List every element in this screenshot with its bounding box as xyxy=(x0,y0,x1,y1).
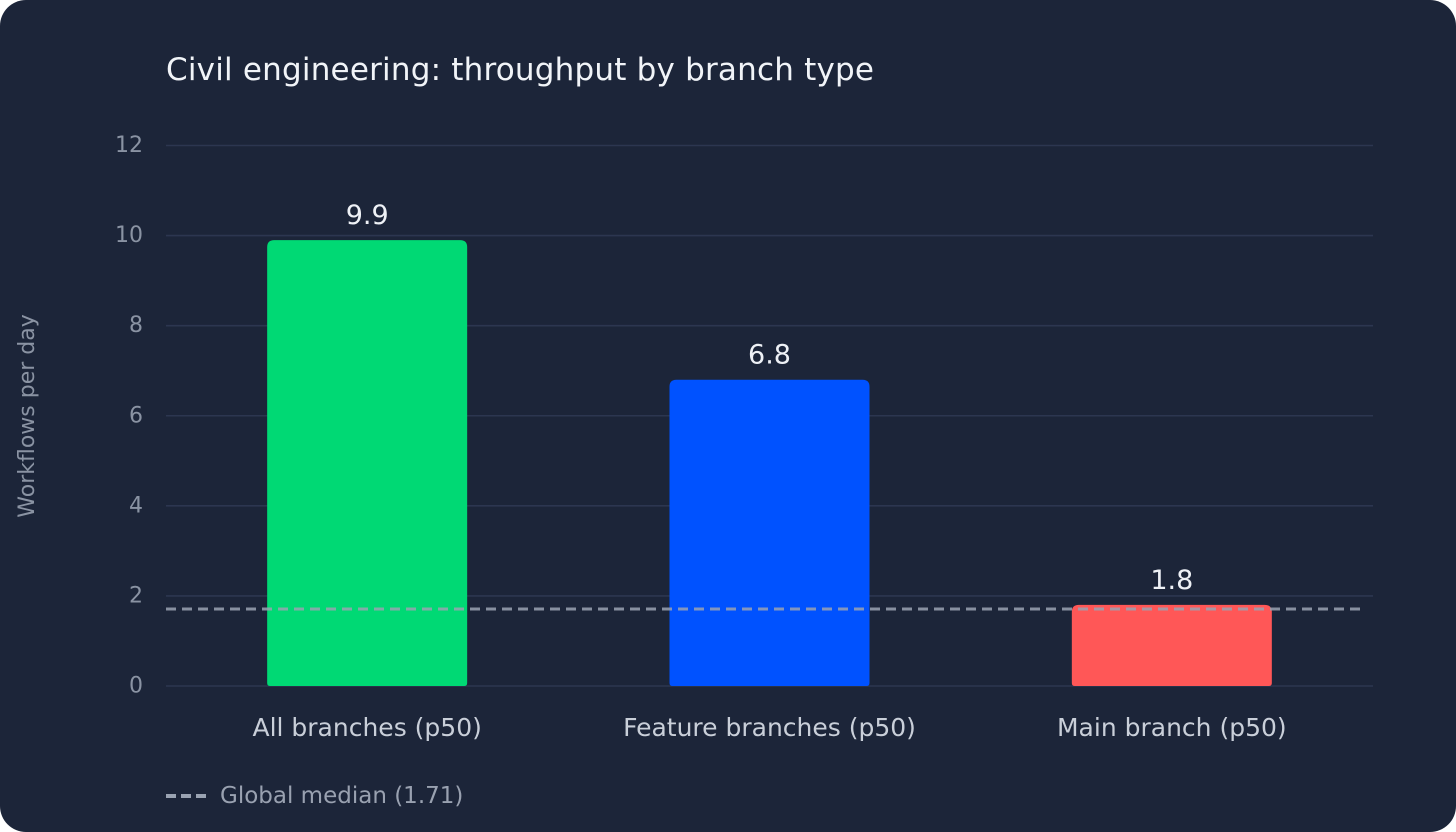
y-tick-label: 6 xyxy=(129,403,143,428)
bars xyxy=(267,240,1272,686)
y-axis-ticks: 0 2 4 6 8 10 12 xyxy=(115,133,143,699)
legend-label: Global median (1.71) xyxy=(220,783,464,809)
y-tick-label: 12 xyxy=(115,133,143,158)
y-tick-label: 4 xyxy=(129,493,143,518)
y-tick-label: 10 xyxy=(115,223,143,248)
bar xyxy=(1071,604,1272,686)
x-axis-ticks: All branches (p50) Feature branches (p50)… xyxy=(252,713,1286,742)
value-label: 9.9 xyxy=(346,200,389,231)
y-tick-label: 8 xyxy=(129,313,143,338)
legend: Global median (1.71) xyxy=(166,783,463,809)
value-label: 6.8 xyxy=(748,340,791,371)
dashed-line-swatch xyxy=(166,794,206,798)
bar xyxy=(267,240,468,686)
bar xyxy=(669,379,870,686)
chart-title: Civil engineering: throughput by branch … xyxy=(166,52,875,88)
value-labels: 9.9 6.8 1.8 xyxy=(346,200,1194,596)
category-label: Main branch (p50) xyxy=(1057,713,1287,742)
y-tick-label: 2 xyxy=(129,583,143,608)
value-label: 1.8 xyxy=(1150,565,1193,596)
category-label: Feature branches (p50) xyxy=(623,713,916,742)
category-label: All branches (p50) xyxy=(252,713,481,742)
y-tick-label: 0 xyxy=(129,674,143,699)
y-axis-label: Workflows per day xyxy=(15,314,40,517)
